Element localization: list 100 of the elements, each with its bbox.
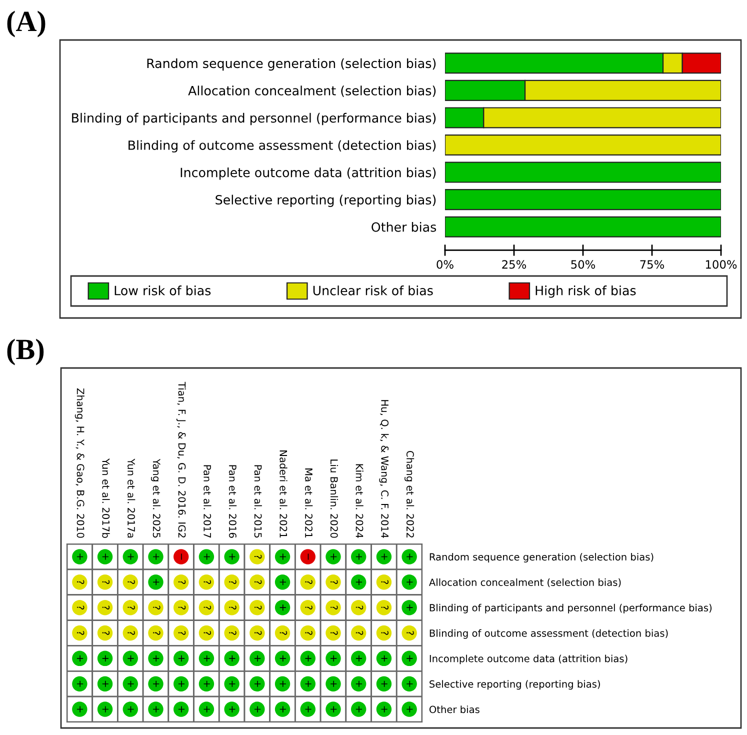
text: + [280, 579, 286, 586]
text: + [204, 554, 210, 560]
text: + [204, 706, 210, 712]
text: + [406, 680, 413, 687]
text: + [153, 706, 160, 712]
text: + [76, 655, 84, 662]
text: + [128, 554, 134, 560]
text: ? [76, 606, 84, 610]
text: ? [305, 606, 312, 610]
y-tick-label: Selective reporting (reporting bias) [430, 680, 600, 690]
x-tick-label: Pan et al. 2016 [228, 465, 237, 538]
text: ? [356, 606, 364, 610]
x-tick-label: Yun et al. 2017b [102, 458, 110, 538]
x-tick-label: Ma et al. 2021 [305, 468, 313, 538]
text: + [128, 680, 134, 687]
text: + [280, 604, 286, 611]
text: + [229, 655, 236, 662]
y-tick-label: Blinding of outcome assessment (detection bias) [430, 629, 668, 639]
text: ? [356, 631, 364, 635]
text: − [308, 554, 309, 560]
text: + [305, 706, 312, 712]
text: ? [229, 606, 236, 610]
text: + [204, 655, 210, 662]
y-tick-label: Incomplete outcome data (attrition bias) [430, 654, 628, 664]
text: ? [254, 580, 262, 584]
text: + [254, 706, 261, 712]
x-tick-label: 0% [436, 260, 454, 269]
text: + [76, 554, 84, 560]
text: ? [305, 580, 312, 584]
text: + [406, 655, 413, 662]
x-tick-label: 25% [502, 260, 526, 269]
text: + [381, 706, 388, 712]
text: ? [381, 606, 388, 610]
text: + [381, 655, 388, 662]
text: + [178, 706, 185, 712]
text: + [178, 680, 185, 687]
x-tick-label: Yun et al. 2017a [128, 458, 136, 538]
text: (A) [7, 10, 46, 38]
text: + [280, 680, 286, 687]
text: + [356, 554, 362, 560]
text: + [381, 680, 388, 687]
text: ? [153, 606, 160, 610]
text: + [102, 554, 108, 560]
x-tick-label: 100% [706, 260, 737, 269]
x-tick-label: Chang et al. 2022 [404, 450, 414, 538]
x-tick-label: 50% [571, 260, 596, 269]
text: + [406, 579, 413, 586]
y-tick-label: Other bias [429, 706, 480, 714]
y-tick-label: Random sequence generation (selection bias) [430, 552, 654, 562]
text: ? [381, 580, 388, 584]
text: + [356, 680, 362, 687]
text: ? [76, 631, 84, 635]
text: ? [153, 631, 160, 635]
text: + [102, 680, 108, 687]
y-tick-label: Blinding of outcome assessment (detection bias) [128, 140, 436, 152]
text: ? [178, 580, 186, 584]
y-tick-label: Incomplete outcome data (attrition bias) [180, 167, 436, 180]
text: ? [254, 631, 262, 635]
text: + [153, 680, 160, 687]
text: + [102, 655, 108, 662]
bar [445, 189, 721, 210]
text: + [204, 680, 210, 687]
y-tick-label: Selective reporting (reporting bias) [216, 194, 436, 207]
text: ? [128, 606, 135, 610]
text: ? [204, 580, 211, 584]
text: ? [330, 580, 338, 584]
text: ? [204, 631, 211, 635]
x-tick-label: Kim et al. 2024 [356, 464, 364, 538]
bar [445, 216, 721, 238]
text: ? [204, 606, 211, 610]
text: ? [280, 631, 288, 635]
text: + [330, 554, 337, 560]
y-tick-label: Blinding of participants and personnel (performance bias) [430, 604, 712, 614]
text: + [178, 655, 185, 662]
text: + [330, 655, 337, 662]
text: ? [305, 631, 312, 635]
text: + [229, 554, 236, 560]
x-tick-label: Pan et al. 2015 [254, 465, 262, 538]
text: ? [254, 554, 262, 559]
x-tick-label: Zhang, H. Y., & Gao, B.G. 2010 [74, 388, 84, 538]
x-tick-label: Yang et al. 2025 [150, 458, 161, 538]
bar [445, 134, 721, 156]
x-tick-label: Pan et al. 2017 [204, 465, 212, 538]
y-tick-label: Other bias [372, 222, 436, 232]
text: ? [330, 606, 338, 610]
text: ? [128, 580, 135, 584]
text: + [356, 579, 362, 586]
text: ? [406, 631, 414, 635]
legend-label: High risk of bias [536, 286, 636, 298]
text: ? [76, 580, 84, 584]
text: ? [102, 631, 110, 635]
text: ? [102, 580, 110, 584]
text: + [76, 680, 84, 687]
text: + [406, 706, 413, 712]
bar [445, 162, 721, 183]
text: ? [229, 631, 236, 635]
y-tick-label: Allocation concealment (selection bias) [429, 578, 621, 588]
text: ? [178, 606, 186, 610]
text: + [406, 604, 413, 611]
text: ? [178, 631, 186, 635]
